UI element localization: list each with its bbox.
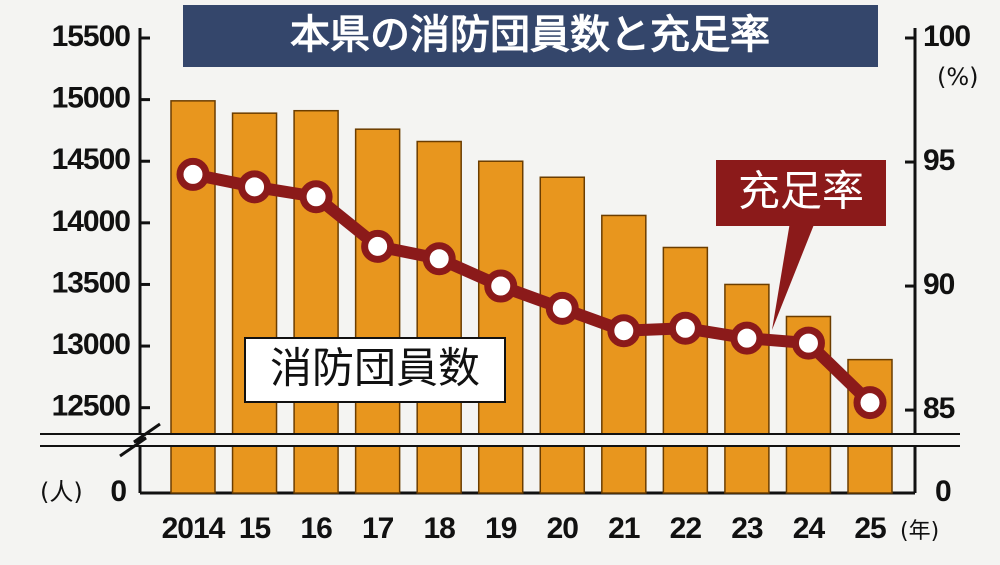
line-marker [791,326,825,360]
axis-break [0,434,1000,446]
bar [293,109,339,494]
y2-tick-label: 100 [923,20,970,53]
x-tick-label: 16 [300,512,332,545]
axis-break-zigzag [119,422,161,458]
callout-pointer [772,222,815,330]
x-tick-label: 23 [731,512,763,545]
line-marker [607,314,641,348]
line-marker [484,269,518,303]
bar [354,128,401,494]
y-tick-label: 14000 [52,205,131,238]
y-tick-label: 13500 [52,266,131,299]
legend-box [244,337,506,403]
y2-tick-label: 95 [923,144,955,177]
line-marker [853,386,887,420]
y-tick-label: 12500 [52,390,131,423]
line-marker [361,229,395,263]
x-tick-label: 15 [239,512,271,545]
line-marker [176,157,210,191]
y2-tick-label: 85 [923,392,955,425]
bar [601,214,647,494]
callout-box [716,160,886,226]
y2-unit: (%) [937,63,979,91]
x-tick-label: 24 [793,512,826,545]
callout-label: 充足率 [738,167,864,216]
y-tick-label: 13000 [52,328,131,361]
bar [662,246,709,494]
bar [724,283,770,494]
x-tick-label: 18 [423,512,455,545]
line-marker [545,291,579,325]
y-tick-label: 0 [110,475,126,508]
line-marker [422,242,456,276]
x-unit: (年) [900,519,939,544]
legend-label: 消防団員数 [270,344,480,393]
y-unit: (人) [40,478,83,506]
x-tick-label: 20 [547,512,579,545]
x-tick-label: 25 [854,512,886,545]
line-marker [668,311,702,345]
y2-tick-label: 90 [923,268,955,301]
title-box [183,5,878,67]
y-tick-label: 15500 [52,20,131,53]
x-tick-label: 2014 [162,512,226,545]
x-tick-label: 17 [362,512,394,545]
line-marker [238,170,272,204]
x-tick-label: 21 [608,512,640,545]
y-tick-label: 15000 [52,82,131,115]
line-marker [730,321,764,355]
y2-tick-label: 0 [935,475,951,508]
y-tick-label: 14500 [52,143,131,176]
line-marker [299,180,333,214]
x-tick-label: 22 [670,512,702,545]
x-tick-label: 19 [485,512,517,545]
chart-title: 本県の消防団員数と充足率 [290,12,770,58]
